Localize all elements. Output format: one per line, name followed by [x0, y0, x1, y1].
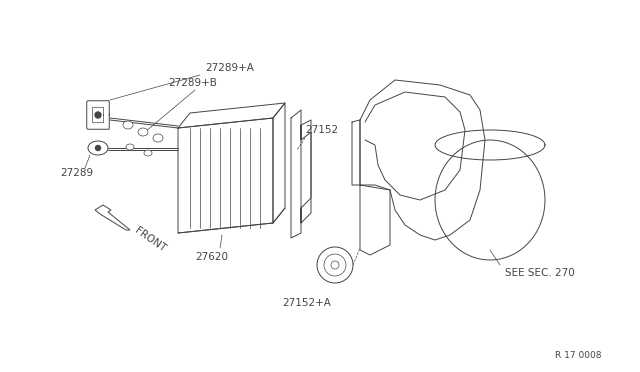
- Text: 27289+A: 27289+A: [205, 63, 254, 73]
- Ellipse shape: [126, 144, 134, 150]
- Ellipse shape: [153, 134, 163, 142]
- Text: 27620: 27620: [195, 252, 228, 262]
- Text: R 17 0008: R 17 0008: [555, 351, 602, 360]
- Polygon shape: [95, 205, 130, 230]
- Ellipse shape: [138, 128, 148, 136]
- Ellipse shape: [123, 121, 133, 129]
- Text: FRONT: FRONT: [133, 225, 168, 253]
- Circle shape: [331, 261, 339, 269]
- Circle shape: [317, 247, 353, 283]
- Text: 27152+A: 27152+A: [282, 298, 331, 308]
- Circle shape: [95, 145, 100, 151]
- Circle shape: [324, 254, 346, 276]
- Text: 27152: 27152: [305, 125, 338, 135]
- Circle shape: [95, 112, 101, 118]
- Text: 27289+B: 27289+B: [168, 78, 217, 88]
- Ellipse shape: [144, 150, 152, 156]
- Text: SEE SEC. 270: SEE SEC. 270: [505, 268, 575, 278]
- Text: 27289: 27289: [60, 168, 93, 178]
- Ellipse shape: [88, 141, 108, 155]
